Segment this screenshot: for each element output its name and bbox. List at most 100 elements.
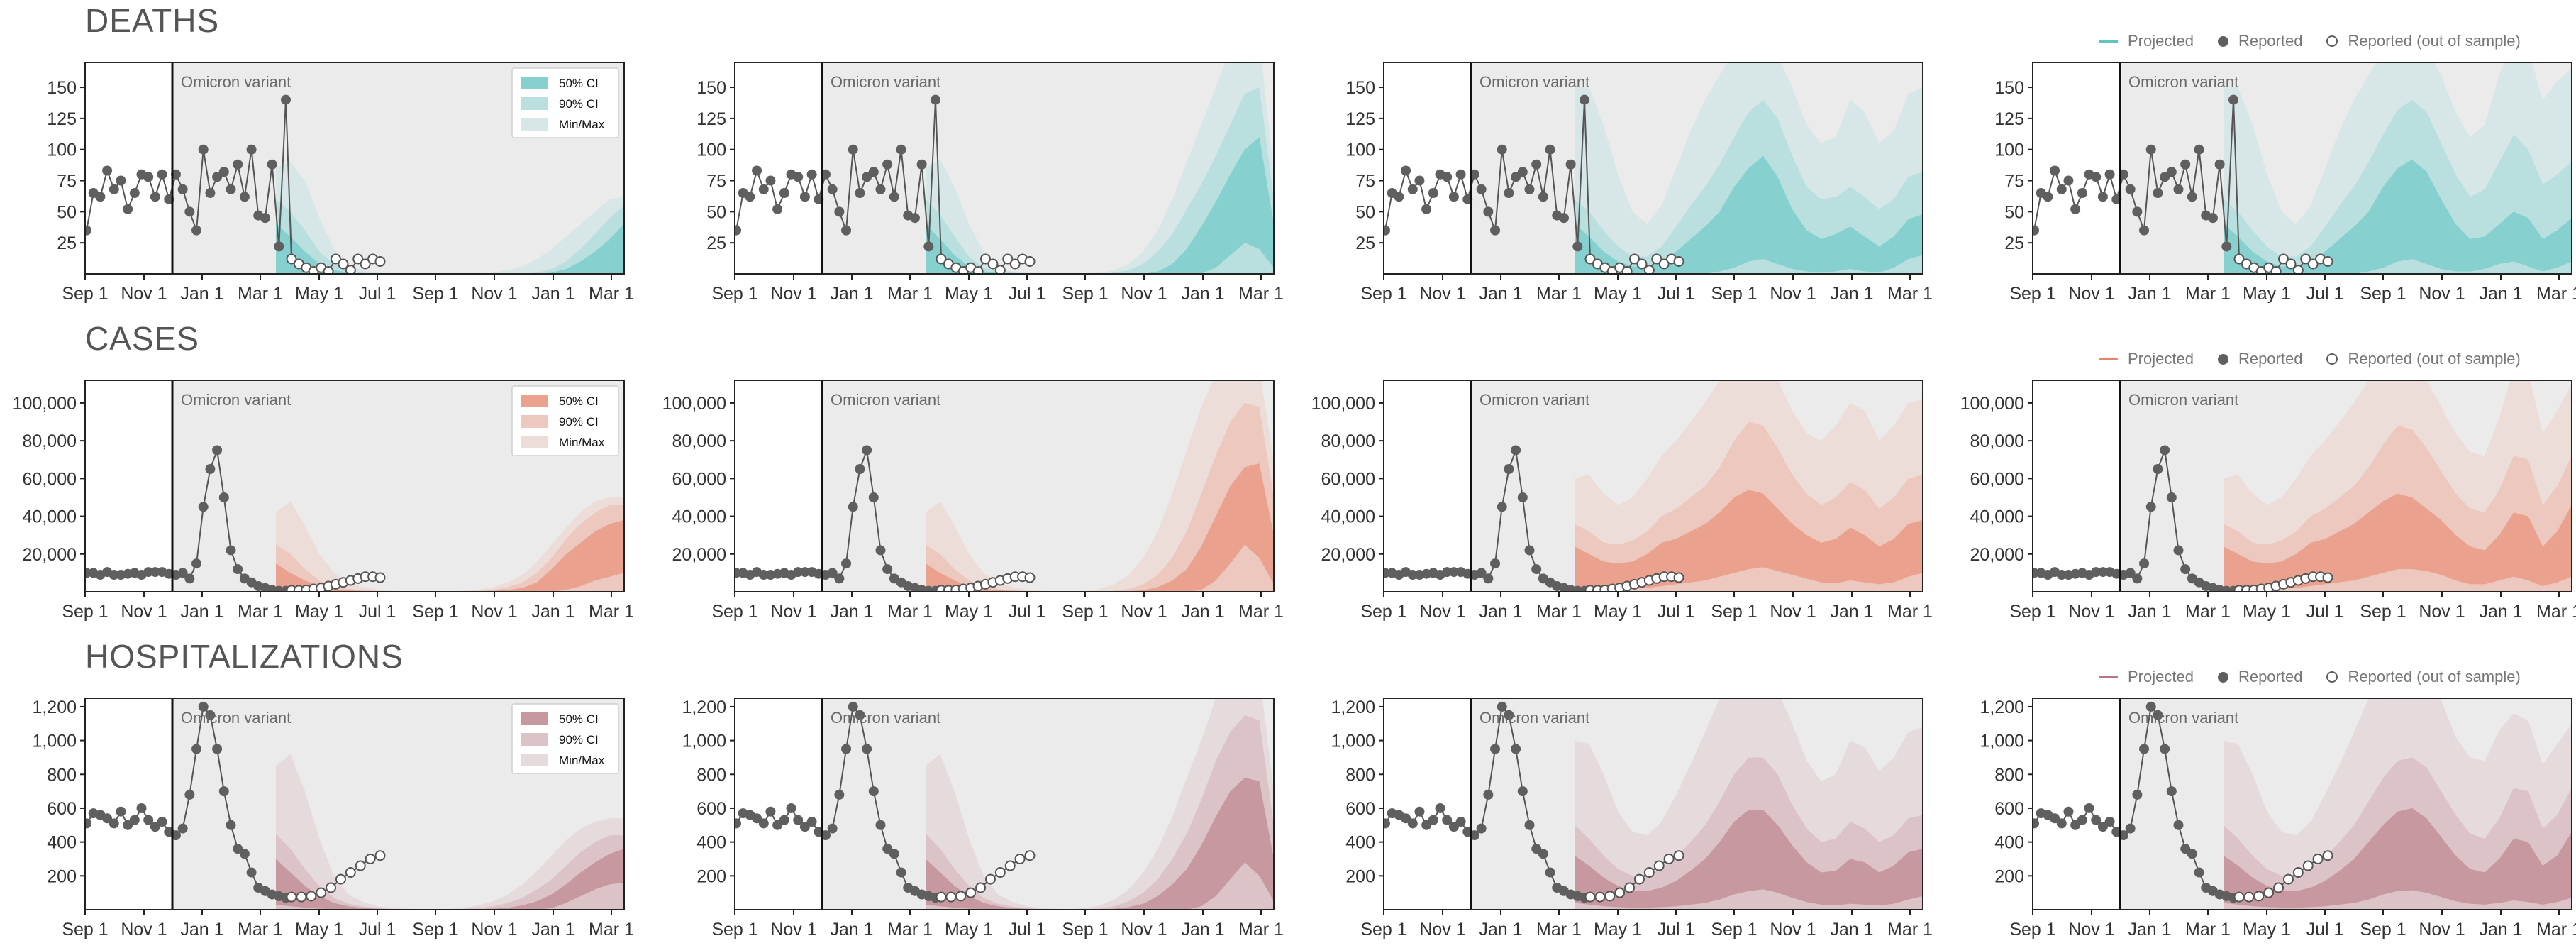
y-tick-label: 50 <box>2004 202 2024 222</box>
reported-point <box>1572 241 1583 252</box>
x-tick-label: Sep 1 <box>1360 920 1406 939</box>
x-tick-label: Sep 1 <box>1711 602 1757 622</box>
reported-point <box>2043 192 2053 202</box>
y-tick-label: 125 <box>696 109 726 129</box>
open-dot-icon <box>2326 671 2338 683</box>
reported-point <box>1421 820 1432 830</box>
reported-point <box>735 225 741 236</box>
reported-point <box>1421 204 1432 214</box>
y-tick-label: 40,000 <box>672 507 726 527</box>
out-of-sample-point <box>2285 258 2297 270</box>
reported-point <box>896 867 906 878</box>
y-tick-label: 800 <box>1994 765 2024 785</box>
reported-point <box>793 172 804 182</box>
reported-point <box>2180 844 2191 854</box>
plot-frame <box>734 698 1275 910</box>
reported-point <box>233 159 243 170</box>
reported-point <box>896 144 906 155</box>
reported-point <box>1517 492 1528 502</box>
out-of-sample-point <box>2270 265 2282 274</box>
reported-point <box>1414 806 1425 817</box>
y-tick-label: 1,000 <box>32 732 77 751</box>
x-tick-label: Nov 1 <box>770 920 816 939</box>
y-tick-label: 800 <box>696 765 726 785</box>
y-tick-label: 100 <box>47 140 77 160</box>
ci-swatch-minmax <box>521 436 548 448</box>
out-of-sample-point <box>1584 891 1596 903</box>
x-tick-label: Mar 1 <box>238 602 283 622</box>
reported-point <box>2180 159 2191 170</box>
x-tick-label: Sep 1 <box>711 602 757 622</box>
deaths-row-title: DEATHS <box>85 2 220 39</box>
x-tick-label: Nov 1 <box>2068 920 2114 939</box>
y-tick-label: 125 <box>1994 109 2024 129</box>
reported-point <box>205 464 216 475</box>
plot-area <box>735 698 1274 910</box>
y-tick-label: 25 <box>2004 233 2024 253</box>
out-of-sample-point <box>1673 572 1684 583</box>
omicron-annotation: Omicron variant <box>181 391 291 409</box>
x-tick-label: Nov 1 <box>471 920 517 939</box>
reported-point <box>212 744 223 754</box>
plot-frame <box>2032 698 2572 910</box>
legend-out-of-sample: Reported (out of sample) <box>2326 350 2521 368</box>
x-tick-label: Jan 1 <box>1181 284 1224 304</box>
y-tick-label: 40,000 <box>1321 507 1375 527</box>
reported-point <box>226 820 236 830</box>
x-tick-label: Sep 1 <box>711 920 757 939</box>
x-tick-label: Sep 1 <box>1711 284 1757 304</box>
ci-swatch-ci90 <box>521 97 548 110</box>
x-tick-label: Nov 1 <box>1770 602 1816 622</box>
out-of-sample-point <box>972 265 984 274</box>
plot-frame <box>1383 62 1923 275</box>
reported-point <box>2056 570 2067 580</box>
band-ci50 <box>1575 810 1923 908</box>
reported-point <box>2050 165 2060 176</box>
x-tick-label: Jan 1 <box>2479 920 2522 939</box>
out-of-sample-point <box>286 253 297 265</box>
y-tick-label: 600 <box>696 799 726 819</box>
reported-point <box>841 225 852 236</box>
reported-point <box>806 169 817 180</box>
x-tick-label: May 1 <box>1594 920 1642 939</box>
reported-point <box>1524 820 1535 830</box>
reported-point <box>2173 184 2184 194</box>
x-tick-label: May 1 <box>295 602 343 622</box>
x-tick-label: Sep 1 <box>62 920 108 939</box>
reported-point <box>2139 558 2150 569</box>
reported-point <box>1414 175 1425 186</box>
y-tick-label: 25 <box>706 233 726 253</box>
x-tick-label: Sep 1 <box>62 284 108 304</box>
plot-frame <box>2032 380 2572 592</box>
ci-swatch-minmax <box>521 118 548 131</box>
x-tick-label: Jan 1 <box>2128 284 2171 304</box>
omicron-annotation: Omicron variant <box>2128 391 2238 409</box>
reported-point <box>1448 822 1459 832</box>
y-tick-label: 1,000 <box>1331 732 1375 751</box>
out-of-sample-point <box>2282 873 2294 885</box>
plot-frame <box>1383 698 1923 910</box>
plot-frame <box>84 62 625 275</box>
x-tick-label: Sep 1 <box>1711 920 1757 939</box>
out-of-sample-point <box>984 873 996 885</box>
omicron-annotation: Omicron variant <box>1479 391 1589 409</box>
reported-point <box>1490 744 1501 754</box>
x-tick-label: Jul 1 <box>2306 284 2344 304</box>
reported-point <box>2097 567 2108 578</box>
out-of-sample-point <box>2292 265 2304 274</box>
reported-point <box>1524 184 1535 194</box>
out-of-sample-point <box>994 867 1006 878</box>
out-of-sample-point <box>955 891 967 902</box>
x-tick-label: May 1 <box>2243 602 2291 622</box>
x-tick-label: May 1 <box>945 284 993 304</box>
x-tick-label: Mar 1 <box>2185 602 2231 622</box>
y-tick-label: 100,000 <box>1960 394 2024 414</box>
x-tick-label: Sep 1 <box>1062 284 1108 304</box>
panel-hospitalizations-1: Omicron variant 200 400 600 800 1,000 1,200 Sep… <box>32 698 634 939</box>
reported-point <box>2125 823 2136 834</box>
out-of-sample-point <box>2322 255 2333 267</box>
reported-point <box>799 822 810 832</box>
ci-label-ci50: 50% CI <box>559 712 599 726</box>
ci-label-ci90: 90% CI <box>559 97 599 111</box>
legend-out-of-sample-label: Reported (out of sample) <box>2348 350 2521 368</box>
